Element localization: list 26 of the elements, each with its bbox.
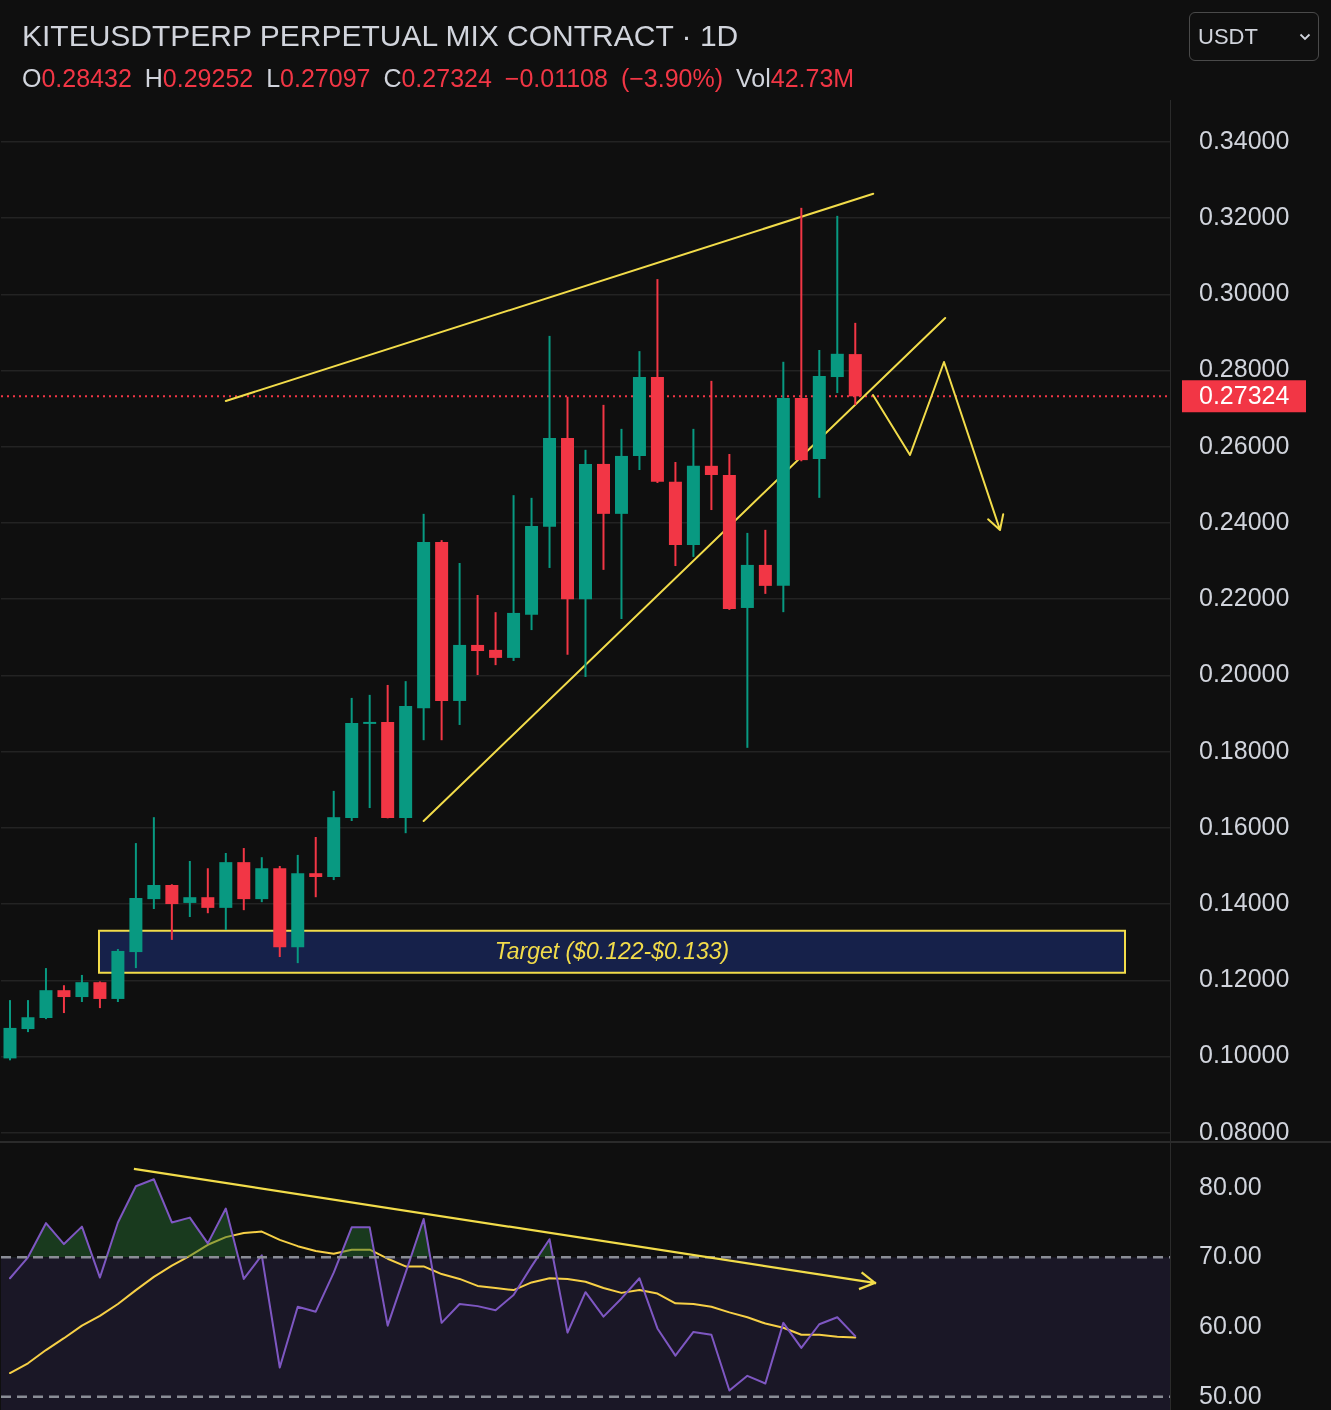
y-tick-label: 0.34000 xyxy=(1199,125,1290,154)
y-tick-label: 60.00 xyxy=(1199,1310,1262,1339)
y-tick-label: 0.16000 xyxy=(1199,811,1290,840)
y-tick-label: 0.08000 xyxy=(1199,1116,1290,1145)
y-tick-label: 0.24000 xyxy=(1199,506,1290,535)
y-tick-label: 0.18000 xyxy=(1199,735,1290,764)
text: O0.28432 H0.29252 L0.27097 C0.27324 −0.01108 (−3.90%) Vol42.73M xyxy=(22,64,855,92)
y-tick-label: 70.00 xyxy=(1199,1241,1262,1270)
y-tick-label: 0.14000 xyxy=(1199,887,1290,916)
candlestick xyxy=(471,595,485,676)
y-tick-label: 0.30000 xyxy=(1199,278,1290,307)
candlestick xyxy=(309,837,323,898)
y-tick-label: 0.10000 xyxy=(1199,1040,1290,1069)
y-tick-label: 0.26000 xyxy=(1199,430,1290,459)
ref-line-label: 0.27324 xyxy=(1199,381,1290,410)
y-tick-label: 80.00 xyxy=(1199,1171,1262,1200)
y-tick-label: 0.12000 xyxy=(1199,964,1290,993)
y-tick-label: 0.20000 xyxy=(1199,659,1290,688)
candlestick xyxy=(363,694,377,809)
y-tick-label: 50.00 xyxy=(1199,1380,1262,1409)
y-tick-label: 0.32000 xyxy=(1199,202,1290,231)
chart-title: KITEUSDTPERP PERPETUAL MIX CONTRACT · 1D xyxy=(22,18,739,54)
band-label: Target ($0.122-$0.133) xyxy=(494,938,730,965)
y-tick-label: 0.28000 xyxy=(1199,354,1290,383)
dropdown: USDT xyxy=(1189,12,1319,61)
y-tick-label: 0.22000 xyxy=(1199,583,1290,612)
